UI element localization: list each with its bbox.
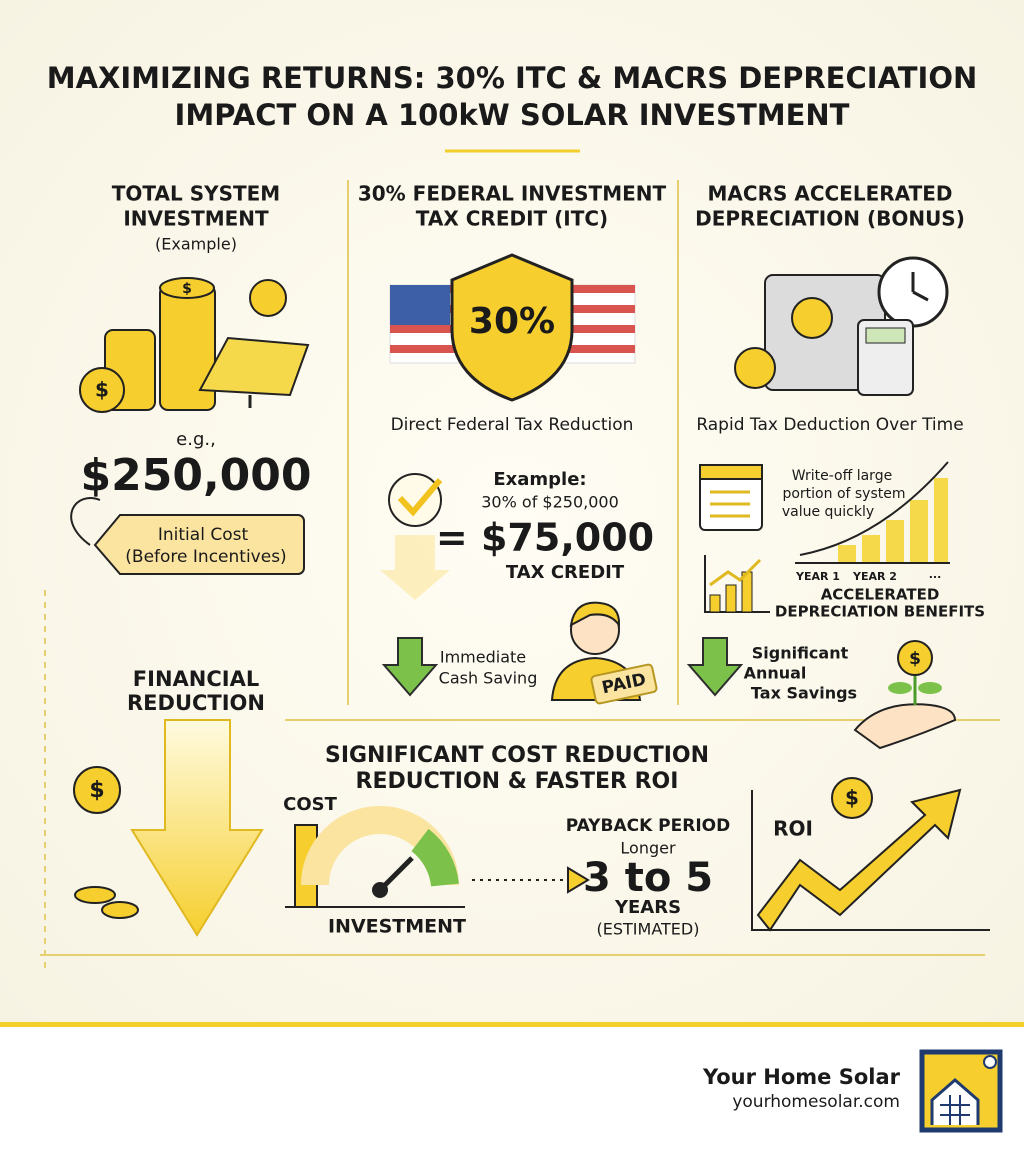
tag-string	[70, 497, 101, 546]
chart-caption: ACCELERATED	[821, 586, 940, 604]
savings-note: Tax Savings	[751, 684, 857, 703]
caption: Rapid Tax Deduction Over Time	[696, 415, 963, 435]
footer-rule	[0, 1022, 1024, 1027]
amount-prefix: e.g.,	[176, 429, 216, 450]
result-label: TAX CREDIT	[506, 562, 625, 583]
chart-label: ...	[929, 568, 942, 581]
coin-symbol: $	[95, 378, 109, 402]
price-tag	[93, 514, 305, 575]
investment-label: INVESTMENT	[328, 916, 466, 938]
note: portion of system	[782, 486, 905, 502]
coin-icon	[74, 886, 116, 904]
coin-icon	[73, 766, 121, 814]
example-label: Example:	[493, 469, 586, 490]
gauge	[285, 806, 465, 908]
coin-symbol: $	[909, 649, 921, 669]
fade-arrow	[380, 535, 450, 600]
plant-illustration	[853, 640, 957, 750]
side-label: FINANCIAL	[133, 667, 259, 691]
summary-title: SIGNIFICANT COST REDUCTION	[325, 743, 709, 768]
down-arrow	[381, 637, 439, 697]
dotted-arrow	[567, 866, 590, 894]
title: IMPACT ON A 100kW SOLAR INVESTMENT	[175, 98, 850, 132]
down-arrow	[686, 637, 744, 697]
payback-label: PAYBACK PERIOD	[566, 816, 730, 836]
cost-label: COST	[283, 794, 337, 815]
note: value quickly	[782, 504, 874, 520]
column-subtitle: (Example)	[155, 235, 237, 254]
tag-text: (Before Incentives)	[125, 547, 286, 567]
payback-note: Longer	[620, 839, 676, 858]
check-icon	[397, 478, 443, 517]
savings-note: Significant	[752, 644, 849, 663]
roi-chart	[751, 777, 990, 932]
machinery-illustration	[734, 256, 949, 396]
calendar-icon	[699, 464, 763, 531]
payback-value: 3 to 5	[583, 855, 713, 901]
chart-label: YEAR 2	[852, 570, 897, 583]
chart-label: YEAR 1	[795, 570, 840, 583]
footer-background	[0, 1025, 1024, 1154]
note: Cash Saving	[439, 669, 538, 688]
reduction-arrow	[130, 719, 264, 937]
side-label: REDUCTION	[127, 691, 265, 715]
growth-chart	[795, 461, 950, 564]
column-title: MACRS ACCELERATED	[708, 182, 953, 206]
check-icon	[388, 473, 442, 527]
coin-symbol: $	[845, 786, 859, 810]
logo	[919, 1049, 1003, 1133]
column-title: TAX CREDIT (ITC)	[416, 207, 608, 231]
stamp	[590, 663, 658, 705]
summary-title: REDUCTION & FASTER ROI	[356, 769, 679, 794]
title: MAXIMIZING RETURNS: 30% ITC & MACRS DEPR…	[47, 61, 978, 95]
note: Immediate	[440, 648, 526, 667]
tag-text: Initial Cost	[158, 525, 249, 545]
roi-label: ROI	[773, 817, 813, 841]
column-title: TOTAL SYSTEM	[112, 182, 280, 206]
coin-symbol: $	[89, 778, 104, 803]
result: = $75,000	[436, 516, 654, 560]
coins-illustration: $ $	[79, 277, 310, 413]
column-title: INVESTMENT	[123, 207, 269, 231]
payback-unit: YEARS	[614, 897, 681, 918]
coin-icon	[101, 901, 139, 919]
savings-note: Annual	[744, 664, 807, 683]
column-title: 30% FEDERAL INVESTMENT	[358, 182, 667, 206]
chart-caption: DEPRECIATION BENEFITS	[775, 603, 985, 621]
amount: $250,000	[80, 450, 311, 501]
shield	[450, 253, 574, 402]
brand: Your Home Solar	[702, 1065, 901, 1089]
example-detail: 30% of $250,000	[481, 493, 619, 512]
coin-symbol: $	[182, 281, 192, 297]
badge: 30%	[469, 301, 555, 342]
url[interactable]: yourhomesolar.com	[732, 1092, 900, 1112]
column-title: DEPRECIATION (BONUS)	[695, 207, 965, 231]
caption: Direct Federal Tax Reduction	[391, 415, 634, 435]
payback-qualifier: (ESTIMATED)	[597, 920, 700, 939]
mini-bar-chart	[704, 555, 770, 613]
note: Write-off large	[792, 468, 892, 484]
